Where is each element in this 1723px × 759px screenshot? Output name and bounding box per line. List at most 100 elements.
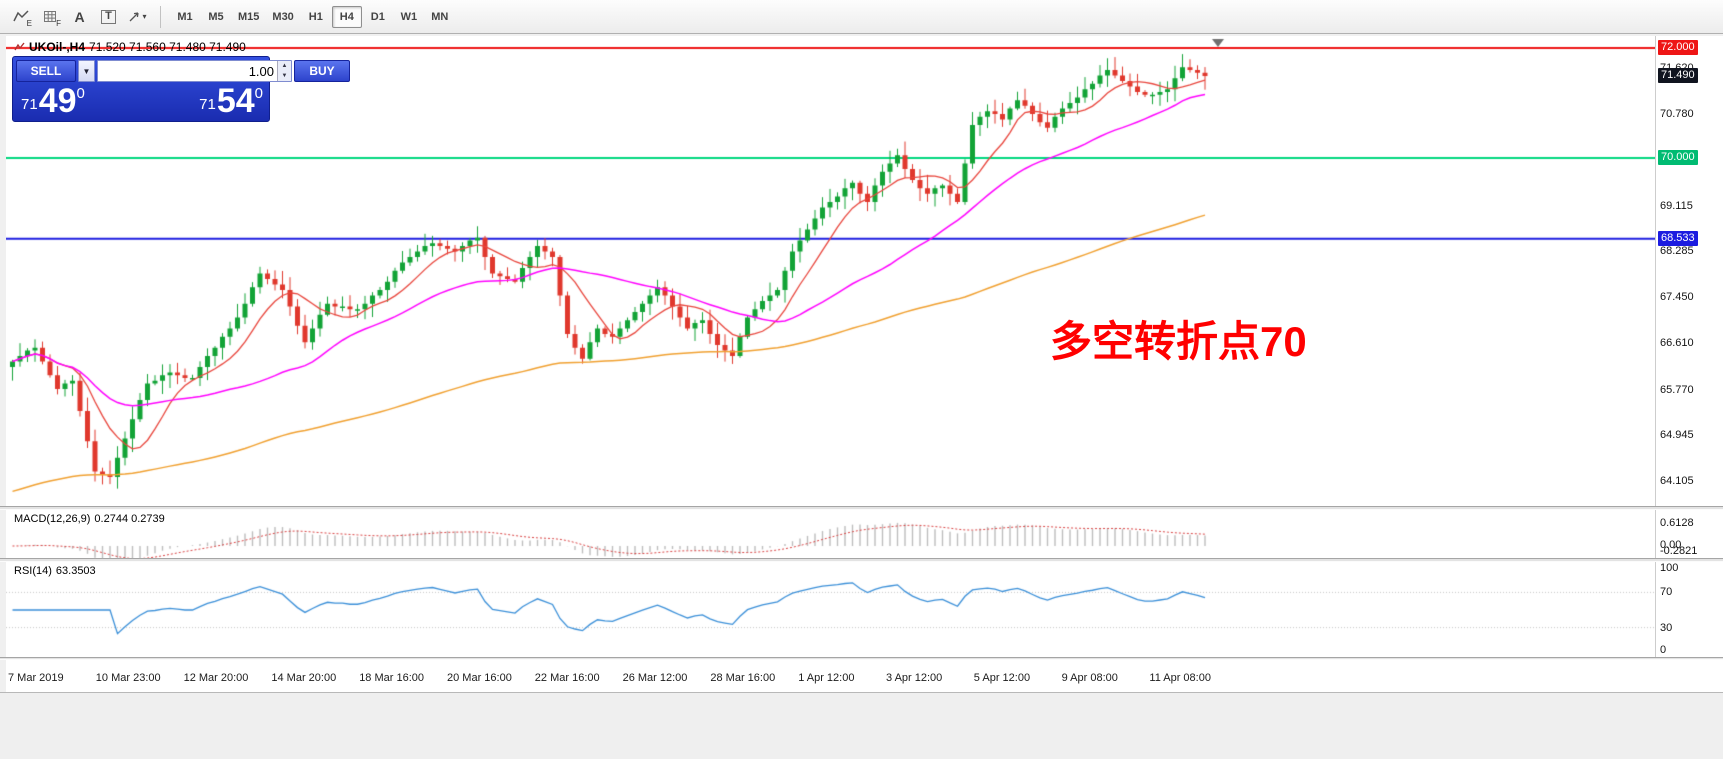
bid-ask-quotes: 71 49 0 71 54 0 (16, 82, 266, 118)
time-tick-label: 5 Apr 12:00 (973, 672, 1031, 684)
rsi-value: 63.3503 (55, 565, 96, 577)
time-tick-label: 18 Mar 16:00 (359, 672, 425, 684)
price-tick-label: 64.105 (1660, 475, 1694, 488)
volume-spinner: ▲ ▼ (277, 61, 291, 81)
trade-panel-controls: SELL ▼ ▲ ▼ BUY (16, 60, 350, 82)
volume-field: ▲ ▼ (97, 60, 292, 82)
time-tick-label: 22 Mar 16:00 (534, 672, 600, 684)
icon-sub-letter: E (26, 18, 32, 28)
volume-up-button[interactable]: ▲ (278, 61, 291, 71)
bid-price[interactable]: 71 49 0 (19, 82, 85, 120)
rsi-tick-label: 70 (1660, 586, 1673, 599)
chevron-down-icon: ▼ (82, 66, 91, 76)
price-tick-label: 68.285 (1660, 245, 1694, 258)
ask-price[interactable]: 71 54 0 (197, 82, 263, 120)
time-tick-label: 26 Mar 12:00 (622, 672, 688, 684)
ask-big-digits: 54 (216, 82, 255, 120)
pane-divider[interactable] (0, 558, 1723, 562)
time-tick-label: 9 Apr 08:00 (1061, 672, 1118, 684)
time-tick-label: 20 Mar 16:00 (447, 672, 512, 684)
time-axis[interactable]: 7 Mar 2019 10 Mar 23:00 12 Mar 20:00 14 Mar… (6, 660, 1723, 692)
rsi-tick-label: 30 (1660, 621, 1673, 634)
timeframe-w1[interactable]: W1 (394, 6, 424, 28)
macd-tick-label: 0.6128 (1660, 516, 1694, 529)
boxed-t: T (101, 9, 116, 24)
price-tick-label: 67.450 (1660, 291, 1694, 304)
price-tick-label: 65.770 (1660, 383, 1694, 396)
time-tick-label: 10 Mar 23:00 (95, 672, 161, 684)
cursor-arrow-icon (130, 12, 140, 22)
sell-button[interactable]: SELL (16, 60, 76, 82)
chart-symbol: UKOil-,H4 (29, 40, 86, 54)
macd-tick-label: -0.2821 (1660, 545, 1698, 557)
timeframe-mn[interactable]: MN (425, 6, 455, 28)
bid-pip-digit: 0 (76, 85, 85, 102)
time-tick-label: 11 Apr 08:00 (1149, 672, 1211, 684)
chart-ohlc-values: 71.520 71.560 71.480 71.490 (89, 40, 246, 54)
time-tick-label: 28 Mar 16:00 (710, 672, 776, 684)
price-chart-canvas[interactable] (6, 36, 1655, 506)
timeframe-m1[interactable]: M1 (170, 6, 200, 28)
rsi-tick-label: 0 (1660, 644, 1667, 656)
main-toolbar: E F A T ▾ M1 M5 M15 M30 H1 H4 D1 W1 MN (0, 0, 1723, 34)
pane-divider (0, 657, 1723, 660)
price-tick-label: 70.780 (1660, 108, 1694, 121)
trade-panel-dropdown[interactable]: ▼ (78, 60, 95, 82)
macd-label: MACD(12,26,9) 0.2744 0.2739 (14, 513, 165, 525)
buy-button[interactable]: BUY (294, 60, 350, 82)
volume-input[interactable] (98, 61, 277, 81)
chart-annotation-text: 多空转折点70 (1050, 318, 1307, 365)
price-level-badge: 71.490 (1658, 68, 1698, 84)
macd-values: 0.2744 0.2739 (94, 513, 165, 525)
rsi-label: RSI(14) 63.3503 (14, 565, 96, 577)
text-tool-icon[interactable]: A (66, 5, 93, 29)
volume-down-button[interactable]: ▼ (278, 71, 291, 81)
grid-icon (44, 10, 56, 22)
macd-axis: 0.6128 0.00 -0.2821 (1655, 510, 1723, 558)
bid-big-digits: 49 (38, 82, 77, 120)
timeframe-m5[interactable]: M5 (201, 6, 231, 28)
timeframe-m15[interactable]: M15 (232, 6, 265, 28)
price-axis[interactable]: 71.62070.78069.95069.11568.28567.45066.6… (1655, 36, 1723, 506)
time-tick-label: 1 Apr 12:00 (798, 672, 855, 684)
zigzag-line-icon (13, 10, 29, 22)
timeframe-group: M1 M5 M15 M30 H1 H4 D1 W1 MN (170, 5, 455, 28)
window-background (0, 692, 1723, 759)
price-tick-label: 69.115 (1660, 199, 1693, 212)
line-study-tool-icon[interactable]: E (8, 5, 35, 29)
chart-title-icon (14, 42, 25, 51)
chart-title: UKOil-,H4 71.520 71.560 71.480 71.490 (14, 40, 246, 54)
time-tick-label: 7 Mar 2019 (8, 672, 64, 684)
rsi-indicator-canvas[interactable] (6, 562, 1655, 657)
time-tick-label: 14 Mar 20:00 (271, 672, 337, 684)
chevron-down-icon: ▾ (142, 12, 147, 21)
time-tick-label: 12 Mar 20:00 (183, 672, 249, 684)
text-label-tool-icon[interactable]: T (95, 5, 122, 29)
pane-divider[interactable] (0, 506, 1723, 510)
macd-name: MACD(12,26,9) (14, 513, 91, 525)
price-tick-label: 66.610 (1660, 337, 1694, 350)
rsi-tick-label: 100 (1660, 562, 1679, 574)
timeframe-m30[interactable]: M30 (266, 6, 299, 28)
drawing-tools-dropdown[interactable]: ▾ (124, 5, 151, 29)
toolbar-separator (160, 5, 161, 28)
ask-pip-digit: 0 (254, 85, 263, 102)
one-click-trading-panel: SELL ▼ ▲ ▼ BUY 71 49 0 71 54 0 (12, 56, 350, 122)
timeframe-h4[interactable]: H4 (331, 5, 362, 28)
grid-tool-icon[interactable]: F (37, 5, 64, 29)
price-level-badge: 68.533 (1658, 230, 1698, 246)
rsi-axis: 100 70 30 0 (1655, 562, 1723, 657)
price-tick-label: 64.945 (1660, 429, 1694, 442)
bid-handle: 71 (21, 96, 38, 113)
macd-indicator-canvas[interactable] (6, 510, 1655, 558)
price-level-badge: 72.000 (1658, 40, 1698, 55)
macd-tick-label: 0.00 (1660, 539, 1682, 551)
icon-sub-letter: F (56, 18, 61, 28)
timeframe-d1[interactable]: D1 (363, 6, 393, 28)
price-level-badge: 70.000 (1658, 150, 1698, 165)
rsi-name: RSI(14) (14, 565, 52, 577)
time-tick-label: 3 Apr 12:00 (886, 672, 943, 684)
timeframe-h1[interactable]: H1 (301, 6, 331, 28)
ask-handle: 71 (199, 96, 216, 113)
